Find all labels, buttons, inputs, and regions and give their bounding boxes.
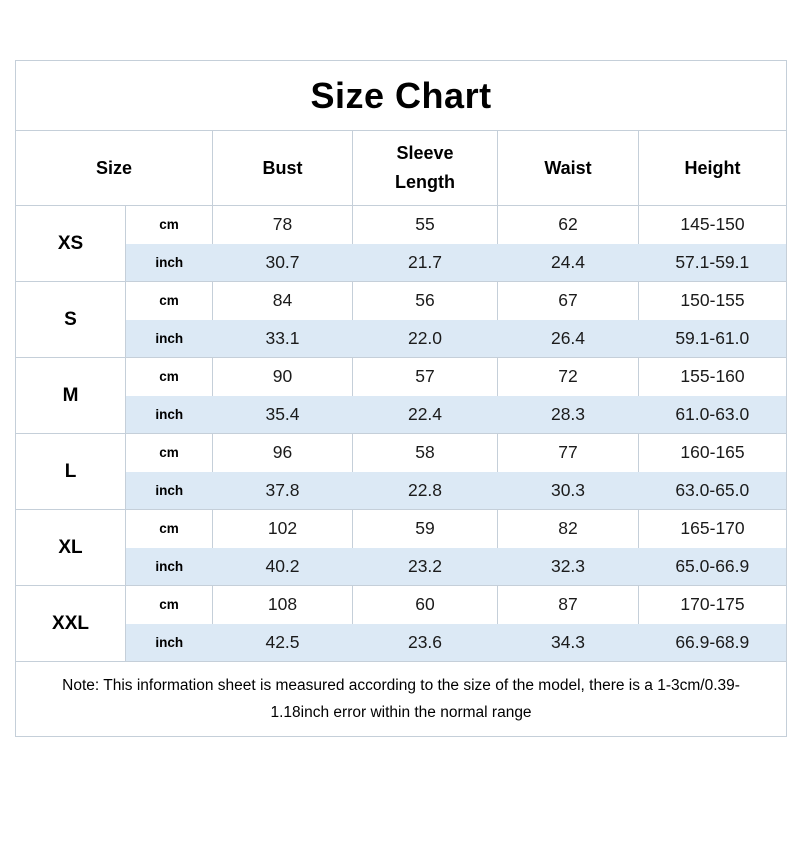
value-cell: 78 bbox=[212, 205, 353, 244]
size-row-cm: XL cm 102 59 82 165-170 bbox=[15, 509, 788, 586]
page-title: Size Chart bbox=[14, 60, 788, 131]
value-cell: 150-155 bbox=[637, 281, 788, 320]
value-cell: 30.3 bbox=[497, 471, 639, 510]
unit-label-inch: inch bbox=[125, 319, 213, 358]
value-cell: 37.8 bbox=[212, 471, 353, 510]
value-cell: 58 bbox=[352, 433, 498, 472]
title-row: Size Chart bbox=[14, 60, 788, 131]
value-cell: 67 bbox=[497, 281, 639, 320]
value-cell: 87 bbox=[497, 585, 639, 624]
value-cell: 26.4 bbox=[497, 319, 639, 358]
column-header-sleeve-length: Sleeve Length bbox=[352, 130, 498, 206]
value-cell: 23.2 bbox=[352, 547, 498, 586]
unit-label-inch: inch bbox=[125, 471, 213, 510]
value-cell: 30.7 bbox=[212, 243, 353, 282]
value-cell: 23.6 bbox=[352, 623, 498, 662]
size-row-inch: inch 33.1 22.0 26.4 59.1-61.0 bbox=[16, 319, 787, 358]
size-label: L bbox=[15, 433, 126, 510]
value-cell: 60 bbox=[352, 585, 498, 624]
value-cell: 155-160 bbox=[637, 357, 788, 396]
value-cell: 96 bbox=[212, 433, 353, 472]
value-cell: 72 bbox=[497, 357, 639, 396]
unit-label-inch: inch bbox=[125, 623, 213, 662]
value-cell: 35.4 bbox=[212, 395, 353, 434]
size-label: XXL bbox=[15, 585, 126, 662]
value-cell: 170-175 bbox=[637, 585, 788, 624]
unit-label-inch: inch bbox=[125, 243, 213, 282]
column-header-waist: Waist bbox=[497, 130, 639, 206]
size-row-inch: inch 30.7 21.7 24.4 57.1-59.1 bbox=[16, 243, 787, 282]
value-cell: 33.1 bbox=[212, 319, 353, 358]
size-row-inch: inch 42.5 23.6 34.3 66.9-68.9 bbox=[16, 623, 787, 662]
unit-label-inch: inch bbox=[125, 395, 213, 434]
value-cell: 65.0-66.9 bbox=[638, 547, 787, 586]
unit-label-inch: inch bbox=[125, 547, 213, 586]
value-cell: 160-165 bbox=[637, 433, 788, 472]
value-cell: 40.2 bbox=[212, 547, 353, 586]
value-cell: 145-150 bbox=[637, 205, 788, 244]
value-cell: 61.0-63.0 bbox=[638, 395, 787, 434]
value-cell: 77 bbox=[497, 433, 639, 472]
value-cell: 22.0 bbox=[352, 319, 498, 358]
value-cell: 63.0-65.0 bbox=[638, 471, 787, 510]
unit-label-cm: cm bbox=[125, 585, 213, 624]
value-cell: 108 bbox=[212, 585, 353, 624]
unit-label-cm: cm bbox=[125, 205, 213, 244]
value-cell: 57 bbox=[352, 357, 498, 396]
value-cell: 55 bbox=[352, 205, 498, 244]
value-cell: 82 bbox=[497, 509, 639, 548]
value-cell: 66.9-68.9 bbox=[638, 623, 787, 662]
unit-label-cm: cm bbox=[125, 433, 213, 472]
size-row-inch: inch 37.8 22.8 30.3 63.0-65.0 bbox=[16, 471, 787, 510]
size-label: XL bbox=[15, 509, 126, 586]
value-cell: 24.4 bbox=[497, 243, 639, 282]
unit-label-cm: cm bbox=[125, 357, 213, 396]
unit-label-cm: cm bbox=[125, 509, 213, 548]
column-header-bust: Bust bbox=[212, 130, 353, 206]
size-label: XS bbox=[15, 205, 126, 282]
value-cell: 59.1-61.0 bbox=[638, 319, 787, 358]
size-label: M bbox=[15, 357, 126, 434]
note-text: Note: This information sheet is measured… bbox=[14, 661, 788, 737]
unit-label-cm: cm bbox=[125, 281, 213, 320]
value-cell: 165-170 bbox=[637, 509, 788, 548]
column-header-height: Height bbox=[637, 130, 788, 206]
value-cell: 32.3 bbox=[497, 547, 639, 586]
value-cell: 22.4 bbox=[352, 395, 498, 434]
column-header-size: Size bbox=[15, 130, 213, 206]
size-row-cm: XS cm 78 55 62 145-150 bbox=[15, 205, 788, 282]
size-chart-sheet: Size Chart Size Bust Sleeve Length Waist… bbox=[14, 60, 788, 737]
value-cell: 42.5 bbox=[212, 623, 353, 662]
value-cell: 21.7 bbox=[352, 243, 498, 282]
value-cell: 56 bbox=[352, 281, 498, 320]
value-cell: 57.1-59.1 bbox=[638, 243, 787, 282]
size-chart-table: Size Chart Size Bust Sleeve Length Waist… bbox=[14, 60, 788, 737]
value-cell: 34.3 bbox=[497, 623, 639, 662]
table-header-row: Size Bust Sleeve Length Waist Height bbox=[15, 130, 788, 206]
value-cell: 84 bbox=[212, 281, 353, 320]
value-cell: 102 bbox=[212, 509, 353, 548]
value-cell: 90 bbox=[212, 357, 353, 396]
size-row-cm: XXL cm 108 60 87 170-175 bbox=[15, 585, 788, 662]
value-cell: 62 bbox=[497, 205, 639, 244]
note-row: Note: This information sheet is measured… bbox=[14, 661, 788, 737]
size-label: S bbox=[15, 281, 126, 358]
size-row-inch: inch 40.2 23.2 32.3 65.0-66.9 bbox=[16, 547, 787, 586]
value-cell: 59 bbox=[352, 509, 498, 548]
value-cell: 28.3 bbox=[497, 395, 639, 434]
size-row-inch: inch 35.4 22.4 28.3 61.0-63.0 bbox=[16, 395, 787, 434]
value-cell: 22.8 bbox=[352, 471, 498, 510]
